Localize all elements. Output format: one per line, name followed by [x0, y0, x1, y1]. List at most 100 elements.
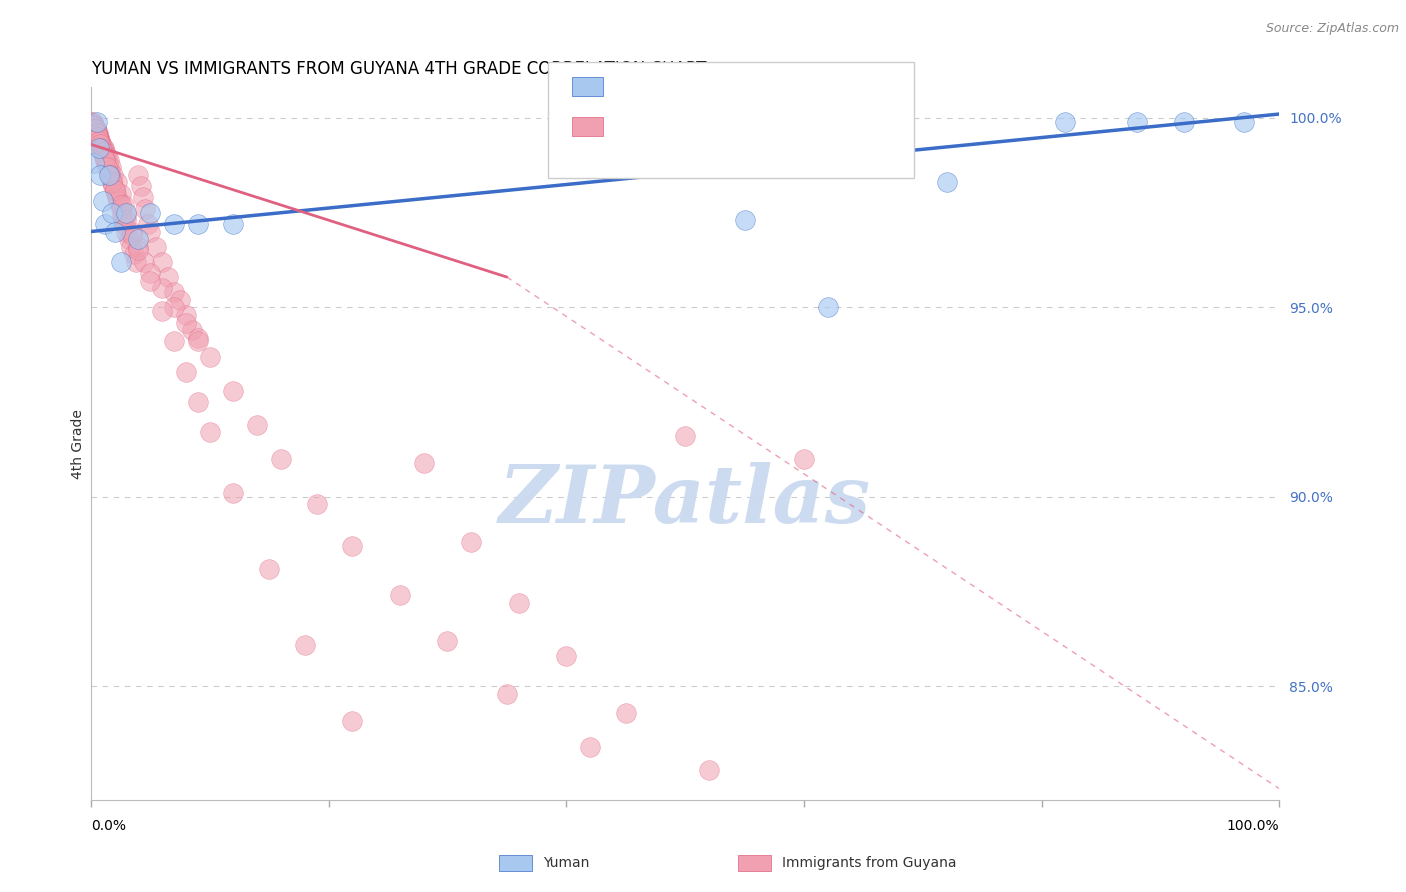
Point [1126, 114, 1149, 128]
Point [388, 589, 411, 603]
Point [93, 141, 115, 155]
Point [115, 205, 138, 219]
Point [110, 186, 132, 201]
Point [129, 179, 152, 194]
Point [134, 202, 156, 216]
Point [101, 175, 124, 189]
Point [84, 126, 107, 140]
Point [115, 225, 138, 239]
Point [460, 535, 482, 549]
Point [90, 141, 112, 155]
Point [93, 149, 115, 163]
Point [107, 194, 129, 209]
Point [579, 740, 602, 755]
Text: Immigrants from Guyana: Immigrants from Guyana [782, 856, 957, 871]
Point [555, 649, 578, 664]
Point [80, 119, 103, 133]
Point [187, 217, 209, 231]
Point [257, 562, 280, 576]
Point [121, 228, 143, 243]
Point [93, 145, 115, 159]
Point [97, 160, 120, 174]
Point [101, 205, 124, 219]
Point [86, 126, 108, 140]
Text: Yuman: Yuman [543, 856, 589, 871]
Point [294, 638, 316, 652]
Text: N =: N = [727, 120, 758, 134]
Point [103, 168, 125, 182]
Point [96, 149, 118, 163]
Point [110, 198, 132, 212]
Point [83, 122, 105, 136]
Point [222, 217, 245, 231]
Point [222, 486, 245, 500]
Point [110, 255, 132, 269]
Point [157, 270, 180, 285]
Point [103, 183, 125, 197]
Point [127, 244, 149, 258]
Point [100, 160, 122, 174]
Point [222, 384, 245, 398]
Point [112, 217, 135, 231]
Point [87, 129, 110, 144]
Point [412, 456, 434, 470]
Point [96, 160, 118, 174]
Point [82, 114, 104, 128]
Point [94, 153, 117, 167]
Point [83, 119, 105, 133]
Point [136, 217, 159, 231]
Point [105, 190, 128, 204]
Point [84, 122, 107, 136]
Point [127, 232, 149, 246]
Point [87, 129, 110, 144]
Point [89, 137, 111, 152]
Point [187, 331, 209, 345]
Point [187, 395, 209, 409]
Point [94, 153, 117, 167]
Point [105, 175, 128, 189]
Point [342, 539, 364, 553]
Point [89, 137, 111, 152]
Y-axis label: 4th Grade: 4th Grade [72, 409, 86, 479]
Text: YUMAN VS IMMIGRANTS FROM GUYANA 4TH GRADE CORRELATION CHART: YUMAN VS IMMIGRANTS FROM GUYANA 4TH GRAD… [91, 60, 706, 78]
Text: -0.438: -0.438 [648, 120, 703, 134]
Point [270, 452, 292, 467]
Text: ZIPatlas: ZIPatlas [499, 462, 872, 540]
Point [96, 153, 118, 167]
Point [83, 156, 105, 170]
Point [82, 119, 104, 133]
Point [305, 498, 328, 512]
Point [817, 301, 839, 315]
Point [132, 190, 155, 204]
Point [86, 126, 108, 140]
Point [150, 255, 173, 269]
Point [139, 274, 162, 288]
Point [163, 217, 186, 231]
Point [169, 293, 191, 307]
Text: R =: R = [614, 79, 644, 94]
Point [122, 247, 145, 261]
Point [121, 225, 143, 239]
Point [115, 210, 138, 224]
Point [139, 205, 162, 219]
Point [101, 175, 124, 189]
Point [103, 225, 125, 239]
Point [103, 179, 125, 194]
Point [174, 308, 197, 322]
Point [1054, 114, 1077, 128]
Point [697, 763, 720, 777]
Point [111, 213, 134, 227]
Point [246, 417, 269, 432]
Point [87, 141, 110, 155]
Point [87, 129, 110, 144]
Point [90, 137, 112, 152]
Point [163, 334, 186, 349]
Point [96, 156, 118, 170]
Point [86, 126, 108, 140]
Point [86, 126, 108, 140]
Point [112, 198, 135, 212]
Point [97, 153, 120, 167]
Point [87, 129, 110, 144]
Point [342, 714, 364, 728]
Point [91, 145, 114, 159]
